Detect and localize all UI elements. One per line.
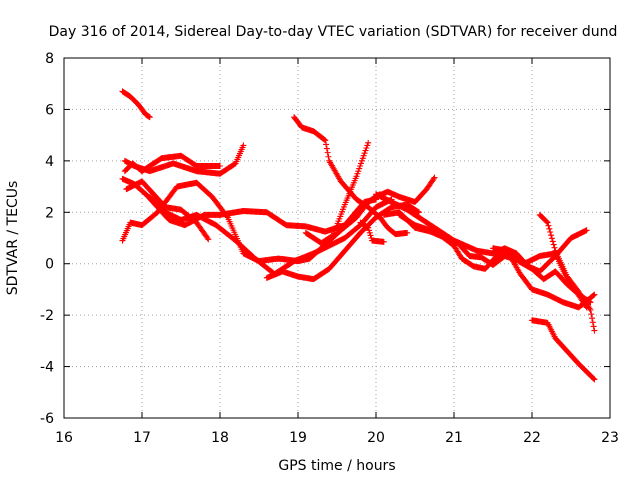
data-point — [547, 229, 554, 235]
data-point — [586, 305, 593, 312]
data-point — [589, 315, 596, 322]
data-point — [589, 319, 596, 326]
data-point — [588, 311, 595, 318]
x-axis: 16 17 18 19 20 21 22 23 — [55, 58, 619, 446]
x-axis-label: GPS time / hours — [278, 458, 395, 474]
data-point — [363, 145, 370, 151]
data-point — [356, 165, 363, 172]
y-tick-label: 0 — [45, 257, 54, 273]
data-point — [205, 236, 212, 243]
data-point — [367, 232, 374, 239]
data-point — [591, 376, 598, 383]
data-point — [361, 150, 368, 157]
data-point — [360, 152, 367, 159]
data-point — [415, 209, 422, 216]
gridlines — [64, 58, 610, 418]
x-tick-label: 21 — [445, 430, 463, 446]
data-point — [548, 235, 555, 242]
data-point — [358, 160, 364, 167]
data-point — [322, 137, 329, 144]
chart-title: Day 316 of 2014, Sidereal Day-to-day VTE… — [49, 24, 618, 40]
data-point — [354, 170, 361, 177]
y-tick-label: -2 — [40, 308, 54, 324]
series-track-1 — [119, 88, 153, 121]
data-point — [366, 229, 373, 236]
data-point — [404, 229, 411, 236]
data-point — [590, 375, 597, 382]
data-point — [323, 141, 330, 148]
data-point — [353, 173, 360, 180]
data-point — [323, 145, 330, 152]
data-point — [590, 323, 597, 330]
data-point — [543, 218, 550, 225]
series-track-10 — [302, 139, 372, 247]
data-point — [549, 238, 556, 245]
data-point — [325, 153, 332, 160]
data-point — [544, 219, 551, 226]
data-point — [365, 227, 372, 234]
data-point — [365, 224, 372, 231]
y-tick-label: 2 — [45, 205, 54, 221]
series-track-15 — [380, 209, 598, 311]
data-points — [119, 88, 598, 383]
data-point — [545, 222, 552, 229]
y-tick-label: 4 — [45, 154, 54, 170]
x-tick-label: 18 — [211, 430, 229, 446]
data-point — [357, 163, 364, 169]
y-axis: -6 -4 -2 0 2 4 6 8 — [40, 51, 610, 427]
data-point — [380, 238, 387, 245]
y-tick-label: -4 — [40, 360, 54, 376]
y-axis-label: SDTVAR / TECUs — [5, 181, 21, 296]
data-point — [223, 213, 230, 220]
data-point — [551, 244, 558, 251]
series-track-5 — [123, 178, 212, 243]
data-point — [550, 241, 557, 248]
data-point — [358, 157, 365, 164]
data-point — [204, 235, 211, 241]
x-tick-label: 20 — [367, 430, 385, 446]
data-point — [415, 208, 421, 215]
x-tick-label: 23 — [601, 430, 619, 446]
data-point — [355, 168, 362, 175]
data-point — [364, 142, 371, 149]
data-point — [591, 327, 598, 334]
data-point — [430, 175, 437, 182]
series-track-18 — [529, 317, 598, 383]
data-point — [431, 174, 438, 181]
data-point — [217, 163, 223, 169]
data-point — [364, 224, 371, 231]
y-tick-label: 8 — [45, 51, 54, 67]
x-tick-label: 17 — [133, 430, 151, 446]
y-tick-label: -6 — [40, 411, 54, 427]
data-point — [324, 149, 331, 156]
data-point — [146, 114, 153, 121]
series-track-4 — [121, 152, 223, 175]
data-point — [591, 291, 598, 298]
x-tick-label: 16 — [55, 430, 73, 446]
data-point — [365, 139, 372, 146]
data-point — [587, 307, 594, 313]
data-point — [583, 227, 590, 234]
data-point — [359, 155, 366, 162]
x-tick-label: 22 — [523, 430, 541, 446]
series-track-12 — [357, 219, 387, 245]
data-point — [362, 147, 369, 154]
data-point — [548, 232, 555, 239]
data-point — [240, 142, 247, 149]
plot-frame — [63, 57, 611, 419]
data-point — [546, 225, 553, 232]
data-point — [590, 292, 597, 299]
series-track-17 — [536, 211, 598, 334]
y-tick-label: 6 — [45, 102, 54, 118]
x-tick-label: 19 — [289, 430, 307, 446]
data-point — [321, 136, 328, 143]
series-track-11 — [357, 174, 438, 211]
